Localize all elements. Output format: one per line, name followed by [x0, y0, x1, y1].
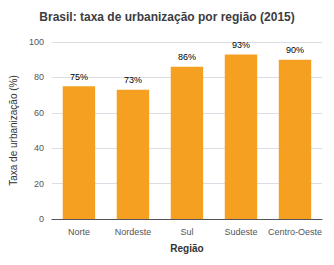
svg-text:100: 100: [29, 37, 44, 47]
svg-text:73%: 73%: [124, 75, 142, 85]
svg-text:Sudeste: Sudeste: [224, 227, 257, 237]
svg-text:Sul: Sul: [180, 227, 193, 237]
svg-text:0: 0: [39, 214, 44, 224]
svg-text:90%: 90%: [286, 45, 304, 55]
svg-text:Centro-Oeste: Centro-Oeste: [268, 227, 322, 237]
svg-text:Brasil: taxa de urbanização po: Brasil: taxa de urbanização por região (…: [39, 10, 294, 24]
svg-text:60: 60: [34, 108, 44, 118]
svg-text:86%: 86%: [178, 52, 196, 62]
svg-text:75%: 75%: [70, 72, 88, 82]
svg-text:80: 80: [34, 72, 44, 82]
svg-text:20: 20: [34, 179, 44, 189]
svg-text:40: 40: [34, 143, 44, 153]
svg-text:Região: Região: [170, 243, 203, 254]
svg-text:Nordeste: Nordeste: [115, 227, 152, 237]
svg-text:93%: 93%: [232, 40, 250, 50]
svg-text:Taxa de urbanização (%): Taxa de urbanização (%): [8, 75, 19, 186]
svg-text:Norte: Norte: [68, 227, 90, 237]
